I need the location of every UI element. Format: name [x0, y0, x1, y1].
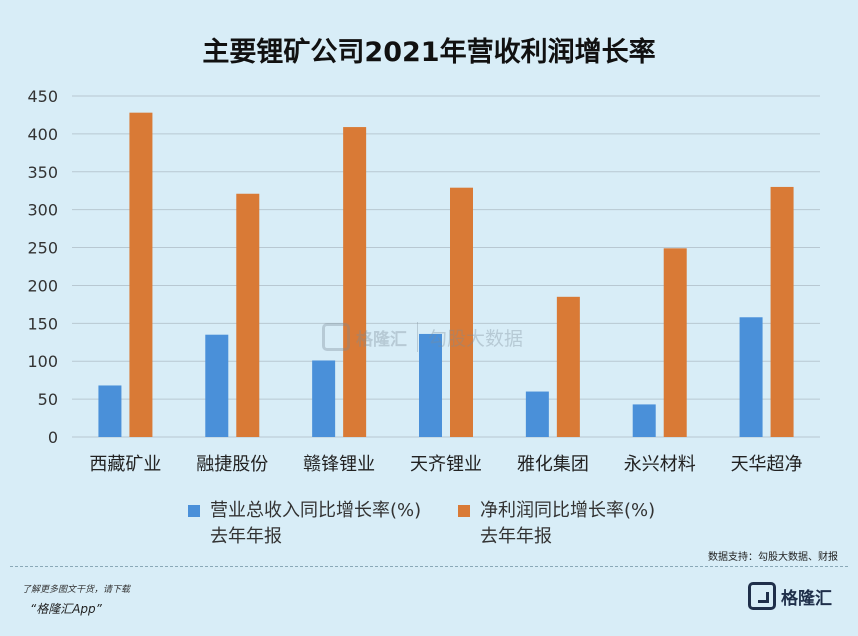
- x-tick-label: 雅化集团: [517, 454, 589, 475]
- chart-title: 主要锂矿公司2021年营收利润增长率: [202, 37, 656, 68]
- bar-revenue-growth: [312, 360, 336, 437]
- bar-revenue-growth: [98, 385, 122, 437]
- legend-swatch-profit: [458, 505, 470, 517]
- bar-profit-growth: [343, 127, 367, 438]
- bar-revenue-growth: [205, 334, 229, 437]
- x-tick-label: 赣锋锂业: [303, 454, 375, 475]
- bar-chart: 0 50 100 150 200 250 300 350 400 450 西藏矿业 融捷股份 赣锋锂业 天…: [27, 87, 820, 475]
- legend-item-revenue: 营业总收入同比增长率(%) 去年年报: [188, 498, 421, 550]
- x-tick-label: 天华超净: [731, 454, 803, 475]
- bar-revenue-growth: [739, 317, 763, 437]
- legend-label-revenue: 营业总收入同比增长率(%): [210, 500, 422, 521]
- bar-revenue-growth: [632, 404, 656, 437]
- bar-profit-growth: [450, 187, 473, 437]
- watermark-brand: 格隆汇: [356, 329, 407, 350]
- y-tick-label: 300: [27, 201, 58, 220]
- bar-revenue-growth: [525, 391, 549, 437]
- x-tick-label: 西藏矿业: [89, 454, 161, 475]
- legend-sublabel-revenue: 去年年报: [210, 526, 282, 547]
- legend-item-profit: 净利润同比增长率(%) 去年年报: [458, 498, 655, 550]
- divider: [10, 566, 848, 567]
- y-tick-label: 350: [27, 163, 58, 182]
- y-tick-label: 400: [27, 125, 58, 144]
- bar-profit-growth: [556, 296, 580, 437]
- y-tick-label: 50: [38, 390, 58, 409]
- legend-label-profit: 净利润同比增长率(%): [480, 500, 656, 521]
- legend-swatch-revenue: [188, 505, 200, 517]
- y-tick-label: 150: [27, 314, 58, 333]
- y-tick-label: 0: [48, 428, 58, 447]
- data-source: 数据支持：勾股大数据、财报: [708, 552, 838, 563]
- watermark-separator: [417, 322, 418, 352]
- brand-logo: 格隆汇: [748, 582, 832, 610]
- bar-profit-growth: [129, 112, 153, 437]
- watermark: 格隆汇 勾股大数据: [322, 322, 523, 352]
- brand-logo-text: 格隆汇: [781, 588, 832, 609]
- x-tick-label: 融捷股份: [196, 454, 268, 475]
- bar-profit-growth: [770, 186, 794, 437]
- x-tick-label: 永兴材料: [624, 454, 696, 475]
- footer-app-name: “格隆汇App”: [30, 602, 102, 616]
- footer-cta: 了解更多图文干货，请下载: [22, 585, 131, 595]
- bar-profit-growth: [236, 193, 260, 437]
- brand-logo-icon: [748, 582, 776, 610]
- y-tick-label: 200: [27, 276, 58, 295]
- bar-profit-growth: [663, 248, 687, 437]
- watermark-brand-secondary: 勾股大数据: [428, 327, 524, 350]
- x-tick-label: 天齐锂业: [410, 454, 482, 475]
- y-tick-label: 450: [27, 87, 58, 106]
- legend-sublabel-profit: 去年年报: [480, 526, 552, 547]
- y-tick-label: 100: [27, 352, 58, 371]
- watermark-logo-icon: [322, 323, 350, 351]
- bar-revenue-growth: [419, 333, 442, 437]
- y-tick-label: 250: [27, 239, 58, 258]
